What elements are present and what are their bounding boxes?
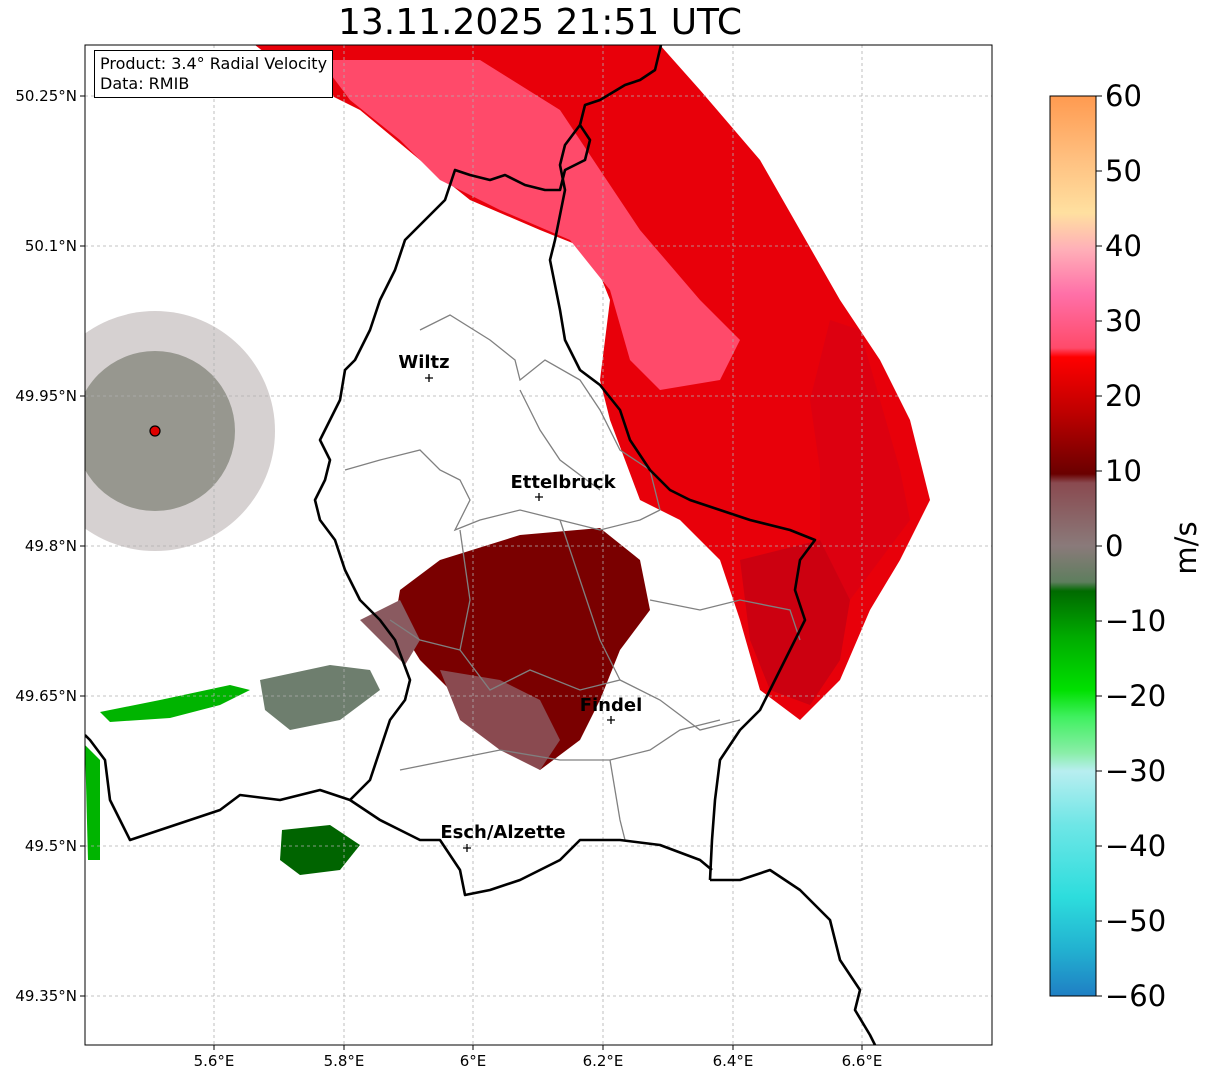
city-marker-esch	[463, 844, 471, 852]
radial-velocity-green-edge	[85, 745, 100, 860]
colorbar-tick-label: −50	[1105, 904, 1166, 938]
colorbar-tick-label: −30	[1105, 754, 1166, 788]
radial-velocity-dark-core	[395, 528, 650, 770]
radial-velocity-red-east	[740, 540, 850, 705]
radar-site-marker	[149, 425, 161, 437]
map-title: 13.11.2025 21:51 UTC	[337, 2, 743, 43]
map-gridlines	[85, 45, 992, 1045]
country-borders	[85, 45, 877, 1045]
product-info-box: Product: 3.4° Radial Velocity Data: RMIB	[94, 50, 334, 98]
radial-velocity-outbound-band	[255, 45, 930, 720]
radial-velocity-dark-green-south	[280, 825, 360, 875]
city-marker-findel	[607, 716, 615, 724]
longitude-axis: 5.6°E 5.8°E 6°E 6.2°E 6.4°E 6.6°E	[194, 1045, 883, 1070]
data-source-label: Data: RMIB	[100, 74, 190, 93]
radial-velocity-green-west	[100, 685, 250, 722]
colorbar-tick-label: 10	[1105, 454, 1142, 488]
colorbar-tick-labels: 60 50 40 30 20 10 0 −10 −20 −30 −40 −50 …	[1105, 79, 1166, 1013]
city-label-esch-alzette: Esch/Alzette	[440, 822, 565, 843]
colorbar-tick-label: 50	[1105, 154, 1142, 188]
lat-tick-label: 50.1°N	[25, 237, 77, 255]
lon-tick-label: 6.2°E	[583, 1052, 624, 1070]
radial-velocity-grey-west	[260, 665, 380, 730]
map-frame	[84, 44, 993, 1046]
colorbar-tick-label: −10	[1105, 604, 1166, 638]
lat-tick-label: 49.5°N	[25, 837, 77, 855]
colorbar-tick-label: −40	[1105, 829, 1166, 863]
lon-tick-label: 6.4°E	[713, 1052, 754, 1070]
colorbar-unit-label: m/s	[1169, 521, 1203, 574]
colorbar-tick-label: 30	[1105, 304, 1142, 338]
colorbar-tick-label: 20	[1105, 379, 1142, 413]
colorbar-tick-label: 40	[1105, 229, 1142, 263]
lat-tick-label: 49.65°N	[15, 687, 77, 705]
lon-tick-label: 6.6°E	[842, 1052, 883, 1070]
lat-tick-label: 49.95°N	[15, 387, 77, 405]
city-marker-wiltz	[425, 374, 433, 382]
city-label-findel: Findel	[580, 695, 643, 716]
colorbar-ticks	[1096, 95, 1102, 997]
colorbar-tick-label: −60	[1105, 979, 1166, 1013]
city-markers	[425, 374, 615, 852]
city-label-ettelbruck: Ettelbruck	[510, 472, 616, 493]
city-marker-ettelbruck	[535, 493, 543, 501]
radial-velocity-near-zero-patch	[440, 670, 560, 770]
radial-velocity-pink-band	[320, 60, 740, 390]
lat-tick-label: 49.8°N	[25, 537, 77, 555]
radar-echoes	[85, 45, 930, 875]
colorbar-tick-label: 0	[1105, 529, 1123, 563]
lat-tick-label: 50.25°N	[15, 87, 77, 105]
product-label: Product: 3.4° Radial Velocity	[100, 54, 328, 73]
lon-tick-label: 5.6°E	[194, 1052, 235, 1070]
city-label-wiltz: Wiltz	[398, 352, 449, 373]
colorbar-tick-label: −20	[1105, 679, 1166, 713]
lat-tick-label: 49.35°N	[15, 987, 77, 1005]
lon-tick-label: 5.8°E	[324, 1052, 365, 1070]
lon-tick-label: 6°E	[460, 1052, 487, 1070]
colorbar	[1049, 95, 1097, 997]
latitude-axis: 50.25°N 50.1°N 49.95°N 49.8°N 49.65°N 49…	[15, 87, 85, 1005]
district-borders	[344, 314, 801, 841]
colorbar-tick-label: 60	[1105, 79, 1142, 113]
